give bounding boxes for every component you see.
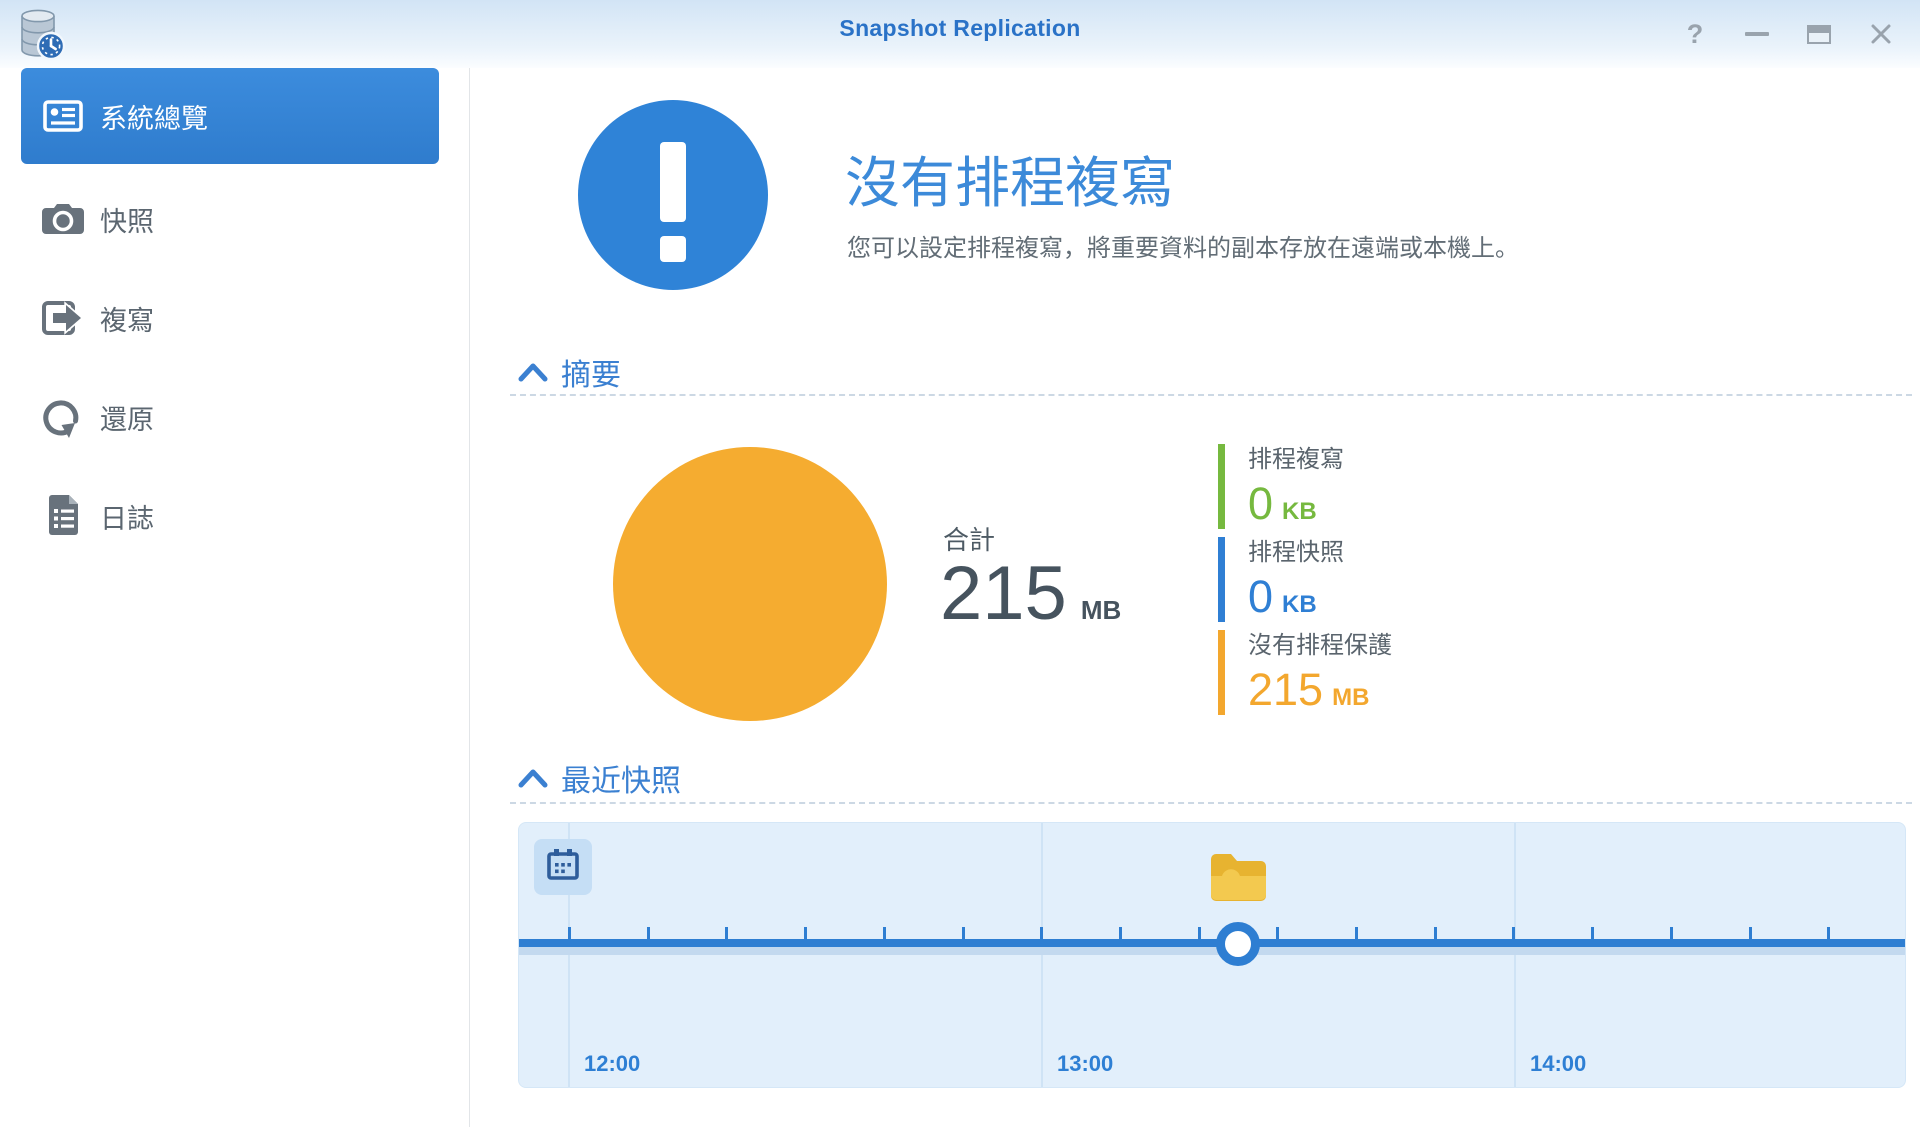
legend-unprotected: 沒有排程保護 215 MB bbox=[1218, 630, 1392, 716]
legend-color-bar bbox=[1218, 444, 1225, 529]
legend-unit: MB bbox=[1332, 684, 1370, 711]
help-icon[interactable]: ? bbox=[1686, 18, 1704, 49]
restore-circular-arrow-icon bbox=[40, 394, 86, 440]
legend-unit: KB bbox=[1282, 591, 1317, 618]
legend-value: 215 bbox=[1248, 664, 1324, 715]
hour-gridline bbox=[568, 823, 570, 1087]
section-title: 摘要 bbox=[561, 359, 621, 392]
legend-value: 0 bbox=[1248, 571, 1274, 622]
sidebar: 系統總覽 快照 複寫 還原 bbox=[0, 68, 470, 1127]
sidebar-item-overview[interactable]: 系統總覽 bbox=[21, 68, 439, 164]
sidebar-item-label: 快照 bbox=[100, 206, 154, 237]
legend-unit: KB bbox=[1282, 498, 1317, 525]
sidebar-item-label: 還原 bbox=[100, 404, 154, 435]
legend-value: 0 bbox=[1248, 478, 1274, 529]
sidebar-item-label: 複寫 bbox=[100, 305, 154, 336]
sidebar-divider bbox=[469, 68, 470, 1127]
legend-color-bar bbox=[1218, 537, 1225, 622]
snapshot-timeline[interactable]: 12:00 13:00 14:00 bbox=[518, 822, 1906, 1088]
section-divider bbox=[510, 394, 1912, 396]
total-value: 215 bbox=[940, 551, 1067, 636]
hour-gridline bbox=[1041, 823, 1043, 1087]
chevron-up-icon bbox=[517, 766, 549, 790]
sidebar-item-snapshot[interactable]: 快照 bbox=[0, 189, 470, 249]
calendar-icon bbox=[545, 847, 581, 888]
snapshot-point-marker[interactable] bbox=[1216, 922, 1260, 966]
total-value-row: 215 MB bbox=[940, 550, 1121, 637]
app-icon bbox=[18, 7, 66, 61]
main-content: 沒有排程複寫 您可以設定排程複寫，將重要資料的副本存放在遠端或本機上。 摘要 合… bbox=[470, 68, 1920, 1127]
camera-icon bbox=[40, 196, 86, 242]
legend-label: 排程複寫 bbox=[1248, 446, 1344, 473]
window-title: Snapshot Replication bbox=[839, 15, 1081, 41]
chevron-up-icon bbox=[517, 360, 549, 384]
total-unit: MB bbox=[1080, 595, 1122, 625]
section-title: 最近快照 bbox=[561, 765, 681, 798]
hour-gridline bbox=[1514, 823, 1516, 1087]
minimize-icon[interactable] bbox=[1726, 12, 1788, 56]
usage-pie-chart bbox=[613, 447, 887, 721]
calendar-button[interactable] bbox=[534, 839, 592, 895]
time-label: 14:00 bbox=[1530, 1051, 1587, 1076]
window-controls: ? bbox=[1664, 0, 1912, 68]
legend-label: 排程快照 bbox=[1248, 539, 1344, 566]
timeline-axis-shadow bbox=[519, 947, 1905, 955]
overview-card-icon bbox=[40, 93, 86, 139]
titlebar: Snapshot Replication ? bbox=[0, 0, 1920, 68]
sidebar-item-replication[interactable]: 複寫 bbox=[0, 288, 470, 348]
sidebar-item-label: 系統總覽 bbox=[100, 103, 208, 134]
maximize-icon[interactable] bbox=[1788, 12, 1850, 56]
legend-scheduled-snapshot: 排程快照 0 KB bbox=[1218, 537, 1344, 623]
alert-title: 沒有排程複寫 bbox=[845, 152, 1176, 214]
time-label: 12:00 bbox=[584, 1051, 641, 1076]
legend-scheduled-replication: 排程複寫 0 KB bbox=[1218, 444, 1344, 530]
section-divider bbox=[510, 802, 1912, 804]
legend-color-bar bbox=[1218, 630, 1225, 715]
sidebar-item-label: 日誌 bbox=[100, 503, 154, 534]
alert-description: 您可以設定排程複寫，將重要資料的副本存放在遠端或本機上。 bbox=[847, 235, 1519, 262]
sidebar-item-log[interactable]: 日誌 bbox=[0, 486, 470, 546]
total-label: 合計 bbox=[943, 525, 996, 555]
section-header-recent-snapshots[interactable]: 最近快照 bbox=[517, 756, 681, 800]
replicate-arrow-icon bbox=[40, 295, 86, 341]
log-document-icon bbox=[40, 493, 86, 539]
timeline-axis bbox=[519, 939, 1905, 947]
time-label: 13:00 bbox=[1057, 1051, 1114, 1076]
exclamation-icon bbox=[578, 100, 768, 290]
snapshot-folder-icon[interactable] bbox=[1207, 849, 1269, 903]
section-header-summary[interactable]: 摘要 bbox=[517, 350, 621, 394]
close-icon[interactable] bbox=[1850, 12, 1912, 56]
legend-label: 沒有排程保護 bbox=[1248, 632, 1392, 659]
sidebar-item-restore[interactable]: 還原 bbox=[0, 387, 470, 447]
